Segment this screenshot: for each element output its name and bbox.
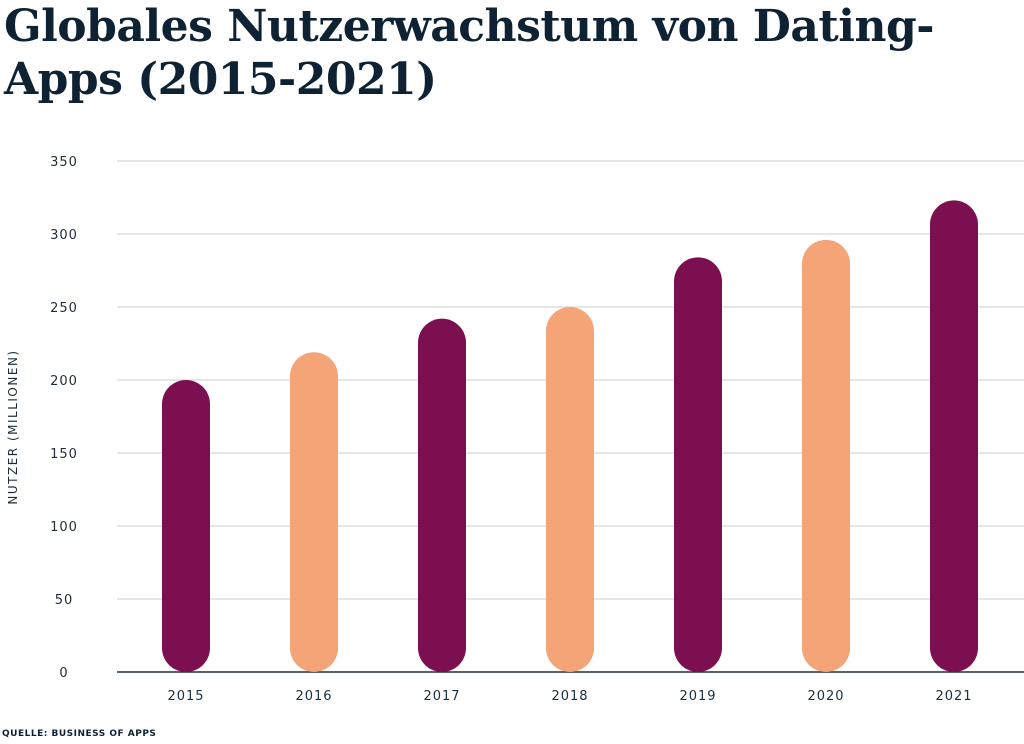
x-tick-label: 2016: [295, 689, 332, 704]
bar-2017: [418, 318, 466, 672]
bar-2015: [162, 380, 210, 672]
bar-2020: [802, 239, 850, 672]
x-tick-label: 2018: [551, 689, 588, 704]
y-axis-label: NUTZER (MILLIONEN): [6, 349, 20, 504]
bar-2018: [546, 307, 594, 672]
y-tick-label: 0: [59, 666, 68, 681]
y-tick-label: 50: [55, 593, 74, 608]
y-tick-label: 200: [50, 374, 78, 389]
chart-title: Globales Nutzerwachstum von Dating-Apps …: [4, 1, 934, 105]
x-tick-label: 2019: [679, 689, 716, 704]
x-tick-label: 2020: [807, 689, 844, 704]
bar-2019: [674, 257, 722, 672]
bar-2016: [290, 352, 338, 672]
source-note: QUELLE: BUSINESS OF APPS: [2, 729, 157, 739]
x-tick-label: 2021: [935, 689, 972, 704]
y-tick-label: 100: [50, 520, 78, 535]
y-tick-label: 350: [50, 155, 78, 170]
y-tick-label: 250: [50, 301, 78, 316]
y-tick-label: 300: [50, 228, 78, 243]
x-tick-label: 2015: [167, 689, 204, 704]
bar-2021: [930, 200, 978, 673]
y-tick-label: 150: [50, 447, 78, 462]
x-tick-label: 2017: [423, 689, 460, 704]
